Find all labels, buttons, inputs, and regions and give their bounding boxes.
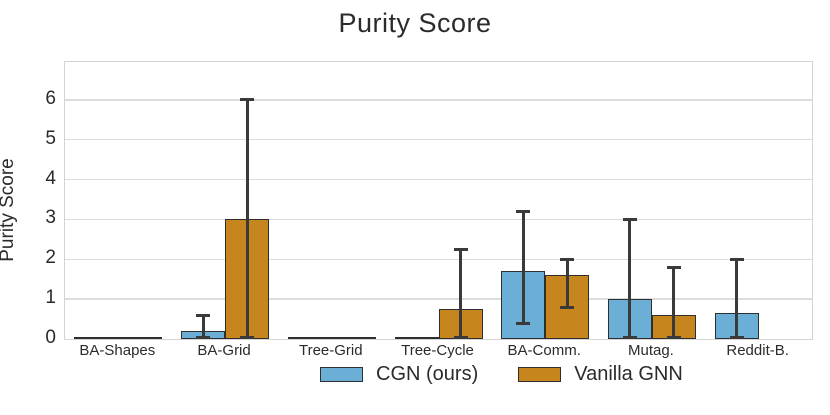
legend-label-vanilla-gnn: Vanilla GNN <box>574 363 683 385</box>
y-tick-label-2: 2 <box>45 247 56 269</box>
gridline-y-1 <box>65 298 812 300</box>
error-cap-top-vanilla-gnn-ba-grid <box>240 98 255 102</box>
y-tick-label-4: 4 <box>45 167 56 189</box>
error-bar-vanilla-gnn-ba-comm <box>565 259 569 308</box>
error-bar-vanilla-gnn-tree-cycle <box>459 249 462 339</box>
x-tick-label-ba-comm: BA-Comm. <box>507 342 581 359</box>
error-cap-bottom-vanilla-gnn-mutag <box>666 336 681 339</box>
error-bar-cgn-ours-ba-grid <box>201 315 205 339</box>
error-bar-cgn-ours-reddit-b <box>735 259 739 339</box>
error-cap-bottom-vanilla-gnn-ba-grid <box>240 336 255 339</box>
legend-swatch-cgn-ours <box>320 367 363 382</box>
x-tick-label-mutag: Mutag. <box>627 342 674 359</box>
legend-item-vanilla-gnn: Vanilla GNN <box>518 363 683 386</box>
legend-item-cgn-ours: CGN (ours) <box>320 363 478 386</box>
gridline-y-5 <box>65 138 812 141</box>
x-tick-label-tree-cycle: Tree-Cycle <box>401 342 474 359</box>
error-cap-top-vanilla-gnn-tree-cycle <box>453 247 468 251</box>
y-tick-label-1: 1 <box>45 287 56 309</box>
chart-title: Purity Score <box>338 8 492 38</box>
y-tick-label-6: 6 <box>45 87 56 109</box>
error-bar-vanilla-gnn-mutag <box>672 267 676 339</box>
gridline-y-2 <box>65 258 812 261</box>
error-cap-bottom-cgn-ours-ba-comm <box>516 321 531 325</box>
error-cap-top-cgn-ours-reddit-b <box>729 257 744 261</box>
error-cap-bottom-cgn-ours-mutag <box>622 336 637 339</box>
error-cap-top-cgn-ours-ba-comm <box>516 209 531 213</box>
error-cap-top-cgn-ours-mutag <box>622 217 637 221</box>
y-tick-label-0: 0 <box>45 327 56 348</box>
error-cap-bottom-cgn-ours-reddit-b <box>729 336 744 339</box>
bar-vanilla-gnn-ba-shapes <box>118 336 163 339</box>
error-bar-cgn-ours-mutag <box>628 219 632 339</box>
plot-area <box>64 61 813 340</box>
legend-label-cgn-ours: CGN (ours) <box>376 363 479 385</box>
error-bar-vanilla-gnn-ba-grid <box>245 99 249 339</box>
legend: CGN (ours) Vanilla GNN <box>320 363 683 386</box>
bar-cgn-ours-ba-shapes <box>74 336 119 339</box>
gridline-y-4 <box>65 178 812 181</box>
y-tick-label-5: 5 <box>45 127 56 149</box>
bar-vanilla-gnn-tree-grid <box>331 336 376 339</box>
error-cap-bottom-cgn-ours-ba-grid <box>196 336 211 339</box>
bar-cgn-ours-tree-grid <box>287 336 332 339</box>
y-tick-label-3: 3 <box>45 207 56 229</box>
error-bar-cgn-ours-ba-comm <box>521 211 525 324</box>
error-cap-bottom-vanilla-gnn-tree-cycle <box>453 336 468 339</box>
gridline-y-3 <box>65 218 812 221</box>
error-cap-bottom-vanilla-gnn-ba-comm <box>560 305 575 309</box>
bar-cgn-ours-tree-cycle <box>394 336 439 339</box>
x-tick-label-ba-grid: BA-Grid <box>197 342 251 359</box>
gridline-y-6 <box>65 99 812 101</box>
x-tick-label-reddit-b: Reddit-B. <box>726 342 789 359</box>
legend-swatch-vanilla-gnn <box>518 367 562 382</box>
error-cap-top-vanilla-gnn-ba-comm <box>560 257 575 261</box>
x-tick-label-tree-grid: Tree-Grid <box>298 342 363 359</box>
error-cap-top-cgn-ours-ba-grid <box>196 313 211 317</box>
error-cap-top-vanilla-gnn-mutag <box>666 265 681 269</box>
x-tick-label-ba-shapes: BA-Shapes <box>79 342 156 359</box>
